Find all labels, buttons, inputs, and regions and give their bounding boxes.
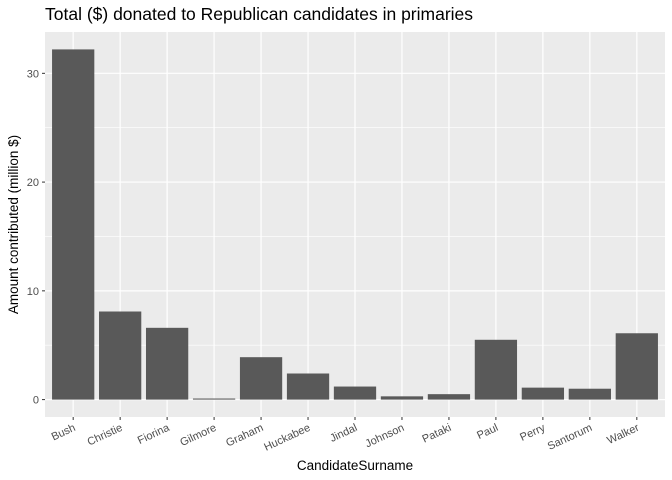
x-tick-label: Graham: [224, 422, 265, 450]
x-tick-label: Bush: [50, 422, 78, 443]
x-tick-label: Walker: [605, 422, 641, 447]
y-axis: 0 10 20 30: [27, 68, 45, 407]
bar-pataki: [427, 394, 471, 400]
x-tick-label: Johnson: [363, 422, 406, 450]
bar-fiorina: [145, 327, 189, 400]
bar-graham: [239, 357, 283, 400]
x-axis: Bush Christie Fiorina Gilmore GrahamHuckabee…: [50, 417, 641, 454]
bar-perry: [521, 387, 565, 400]
x-tick-label: Santorum: [546, 422, 594, 453]
bar-johnson: [380, 396, 424, 400]
x-tick-label: Huckabee: [262, 422, 312, 454]
bar-jindal: [333, 386, 377, 400]
y-tick-label: 10: [27, 286, 39, 298]
bar-christie: [99, 311, 142, 400]
x-tick-label: Christie: [86, 422, 125, 449]
x-tick-label: Perry: [518, 422, 547, 444]
x-tick-label: Pataki: [420, 422, 453, 446]
y-tick-label: 0: [33, 395, 39, 407]
y-axis-title: Amount contributed (million $): [6, 135, 21, 314]
bar-gilmore: [192, 398, 236, 400]
x-tick-label: Fiorina: [136, 421, 172, 446]
bar-paul: [474, 339, 518, 400]
bar-santorum: [568, 388, 611, 400]
bar-bush: [52, 49, 95, 400]
x-tick-label: Jindal: [328, 422, 359, 445]
x-axis-title: CandidateSurname: [297, 458, 413, 473]
chart-title: Total ($) donated to Republican candidat…: [45, 4, 474, 24]
bars: [52, 49, 658, 400]
x-tick-label: Paul: [475, 422, 500, 442]
bar-huckabee: [286, 373, 330, 400]
x-tick-label: Gilmore: [178, 422, 218, 449]
bar-walker: [615, 333, 658, 400]
y-tick-label: 20: [27, 177, 39, 189]
y-tick-label: 30: [27, 68, 39, 80]
